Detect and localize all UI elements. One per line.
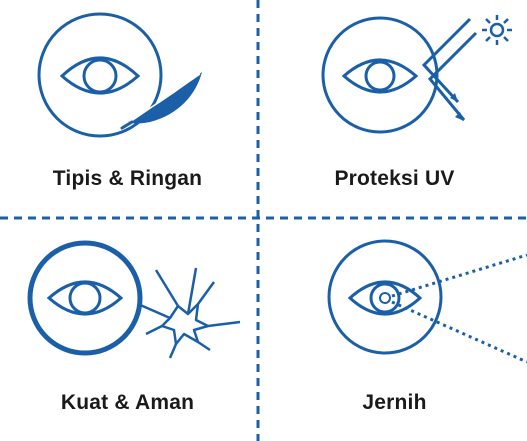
feather-icon [120,72,202,130]
crack-burst-icon [137,267,241,359]
sun-icon [482,15,512,45]
eye-with-feather-icon [37,12,202,138]
feature-label-tipis-ringan: Tipis & Ringan [52,167,203,190]
view-lines-icon [391,253,527,364]
feature-label-jernih: Jernih [362,391,427,414]
feature-label-kuat-aman: Kuat & Aman [60,391,195,414]
eye-with-uv-deflection-icon [321,15,512,134]
uv-ray-icon [421,17,478,121]
eye-with-clear-vision-icon [327,239,527,364]
feature-label-proteksi-uv: Proteksi UV [334,167,455,190]
eye-with-crack-resistance-icon [27,240,241,359]
